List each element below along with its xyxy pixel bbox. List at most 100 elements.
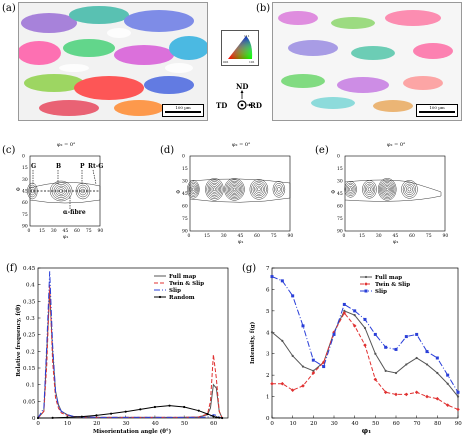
- odf-c-ytick: 0: [22, 154, 25, 160]
- data-point: [384, 345, 388, 349]
- odf-d-ytick: 0: [182, 154, 185, 160]
- y-tick-label: 0.35: [23, 299, 36, 305]
- axes-triad: ND TD RD: [213, 80, 263, 120]
- data-point: [404, 335, 408, 339]
- data-point: [394, 392, 398, 397]
- y-tick-label: 6: [266, 287, 270, 293]
- odf-contour: [210, 184, 219, 195]
- odf-contour: [187, 180, 200, 199]
- data-point: [221, 416, 224, 420]
- odf-contour: [224, 178, 245, 201]
- odf-contour: [226, 180, 243, 198]
- odf-d-phi2: φ₂ = 0°: [232, 142, 251, 148]
- odf-contour: [249, 179, 269, 200]
- data-point: [312, 369, 315, 372]
- y-tick-label: 3: [266, 352, 270, 358]
- data-point: [415, 356, 418, 360]
- odf-contour: [275, 185, 283, 194]
- ipf-001: 001: [223, 60, 229, 64]
- odf-d-frame: [189, 155, 291, 232]
- data-point: [139, 408, 142, 411]
- data-point: [66, 416, 69, 419]
- odf-c-xtick: 15: [39, 228, 45, 234]
- odf-e-xtick: 45: [393, 233, 399, 239]
- odf-contour: [206, 179, 223, 199]
- odf-contour: [377, 178, 397, 201]
- data-point: [301, 365, 305, 368]
- x-axis-label: Misorientation angle (θ°): [93, 428, 172, 435]
- data-point: [218, 416, 221, 419]
- data-point: [383, 390, 388, 395]
- odf-contour: [366, 185, 373, 194]
- x-tick-label: 40: [152, 421, 159, 427]
- odf-d-ylabel: Φ: [176, 190, 180, 196]
- data-point: [270, 331, 274, 334]
- odf-e-xtick: 60: [409, 233, 415, 239]
- odf-contour: [362, 180, 377, 199]
- odf-d-ytick: 60: [182, 204, 188, 210]
- x-tick-label: 0: [36, 421, 40, 427]
- y-axis-label: Intensity, f(g): [249, 321, 256, 364]
- data-point: [373, 332, 377, 336]
- odf-e-frame: [344, 155, 446, 232]
- legend-label: Twin & Slip: [169, 281, 204, 287]
- ebsd-map-b: 100 µm: [272, 2, 462, 121]
- data-point: [446, 373, 450, 377]
- odf-contour: [57, 187, 66, 195]
- y-tick-label: 0: [32, 416, 36, 422]
- odf-e-phi2: φ₂ = 0°: [387, 142, 406, 148]
- data-point: [353, 309, 357, 313]
- data-point: [404, 392, 409, 397]
- x-tick-label: 80: [434, 421, 441, 427]
- data-point: [109, 412, 113, 415]
- legend-label: Slip: [169, 288, 181, 294]
- data-point: [332, 332, 336, 336]
- data-point: [215, 416, 218, 419]
- odf-contour: [384, 186, 390, 193]
- odf-d-xtick: 45: [238, 233, 244, 239]
- odf-contour: [191, 186, 196, 193]
- data-point: [80, 415, 83, 418]
- x-tick-label: 40: [351, 421, 358, 427]
- data-point: [456, 407, 460, 412]
- odf-contour: [230, 184, 239, 194]
- data-point: [301, 324, 305, 328]
- odf-e-xtick: 0: [343, 233, 346, 239]
- data-point: [342, 311, 347, 315]
- x-tick-label: 90: [455, 421, 462, 427]
- odf-contour: [227, 182, 241, 197]
- x-tick-label: 70: [413, 421, 420, 427]
- odf-e-ytick: 0: [337, 154, 340, 160]
- legend-label: Twin & Slip: [375, 282, 410, 288]
- odf-contour: [385, 187, 389, 191]
- y-axis-label: Relative frequency, f(θ): [15, 304, 22, 377]
- odf-contour: [189, 183, 198, 196]
- odf-d-envelope: [189, 178, 291, 203]
- data-point: [212, 415, 215, 418]
- odf-contour: [401, 180, 418, 199]
- odf-contour: [212, 187, 216, 192]
- odf-contour: [381, 182, 394, 197]
- odf-e-ytick: 75: [337, 216, 343, 222]
- data-point: [197, 409, 200, 412]
- odf-contour: [28, 184, 37, 198]
- data-point: [384, 369, 387, 372]
- odf-contour: [367, 187, 372, 192]
- data-point: [342, 302, 346, 306]
- annot-b: B: [56, 163, 61, 170]
- ipf-111: 111: [244, 34, 250, 38]
- x-tick-label: 60: [210, 421, 217, 427]
- odf-contour: [272, 181, 286, 198]
- odf-c-envelope: [29, 182, 101, 204]
- ebsd-map-a: 100 µm: [18, 2, 208, 121]
- data-point: [363, 343, 367, 347]
- x-tick-label: 30: [331, 421, 338, 427]
- odf-contour: [252, 182, 266, 197]
- y-tick-label: 0.45: [23, 266, 36, 272]
- data-point: [373, 377, 378, 382]
- x-tick-label: 50: [181, 421, 188, 427]
- ipf-101: 101: [249, 60, 255, 64]
- odf-e-ytick: 90: [337, 229, 343, 235]
- panel-d-label: (d): [160, 145, 175, 156]
- odf-e-xtick: 15: [359, 233, 365, 239]
